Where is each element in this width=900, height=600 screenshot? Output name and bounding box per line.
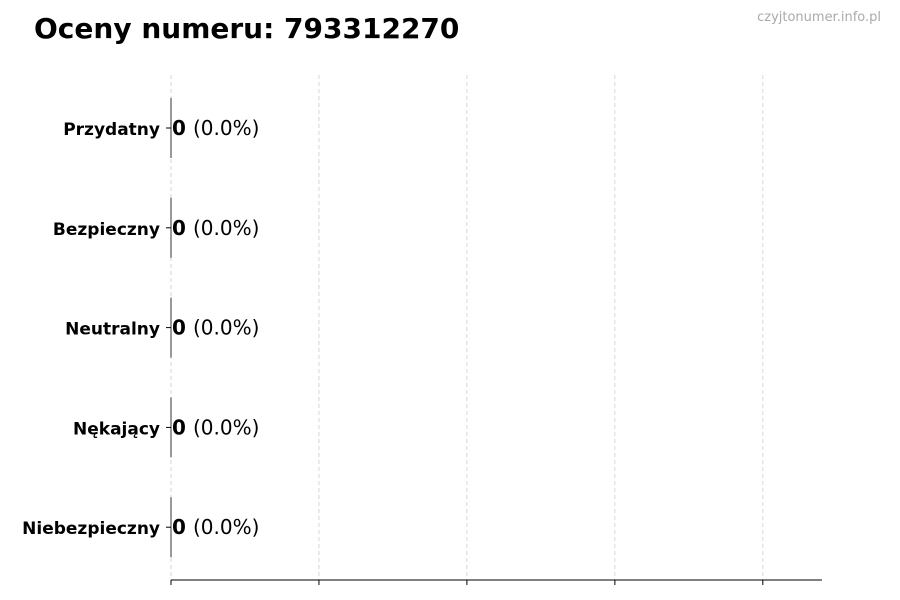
watermark-link[interactable]: czyjtonumer.info.pl bbox=[757, 10, 881, 25]
data-label-percent: (0.0%) bbox=[193, 415, 259, 439]
y-tick-label: Przydatny bbox=[63, 120, 160, 140]
data-label-count: 0 bbox=[172, 116, 186, 140]
data-label-count: 0 bbox=[172, 415, 186, 439]
data-label-percent: (0.0%) bbox=[193, 216, 259, 240]
data-label-percent: (0.0%) bbox=[193, 316, 259, 340]
data-label-percent: (0.0%) bbox=[193, 515, 259, 539]
data-label-percent: (0.0%) bbox=[193, 116, 259, 140]
y-tick-label: Neutralny bbox=[65, 320, 160, 340]
y-tick-label: Nękający bbox=[73, 419, 160, 439]
y-tick-label: Niebezpieczny bbox=[22, 519, 160, 539]
y-tick-label: Bezpieczny bbox=[53, 220, 160, 240]
data-label-count: 0 bbox=[172, 216, 186, 240]
data-label-count: 0 bbox=[172, 316, 186, 340]
chart-title: Oceny numeru: 793312270 bbox=[34, 12, 460, 45]
data-label-count: 0 bbox=[172, 515, 186, 539]
